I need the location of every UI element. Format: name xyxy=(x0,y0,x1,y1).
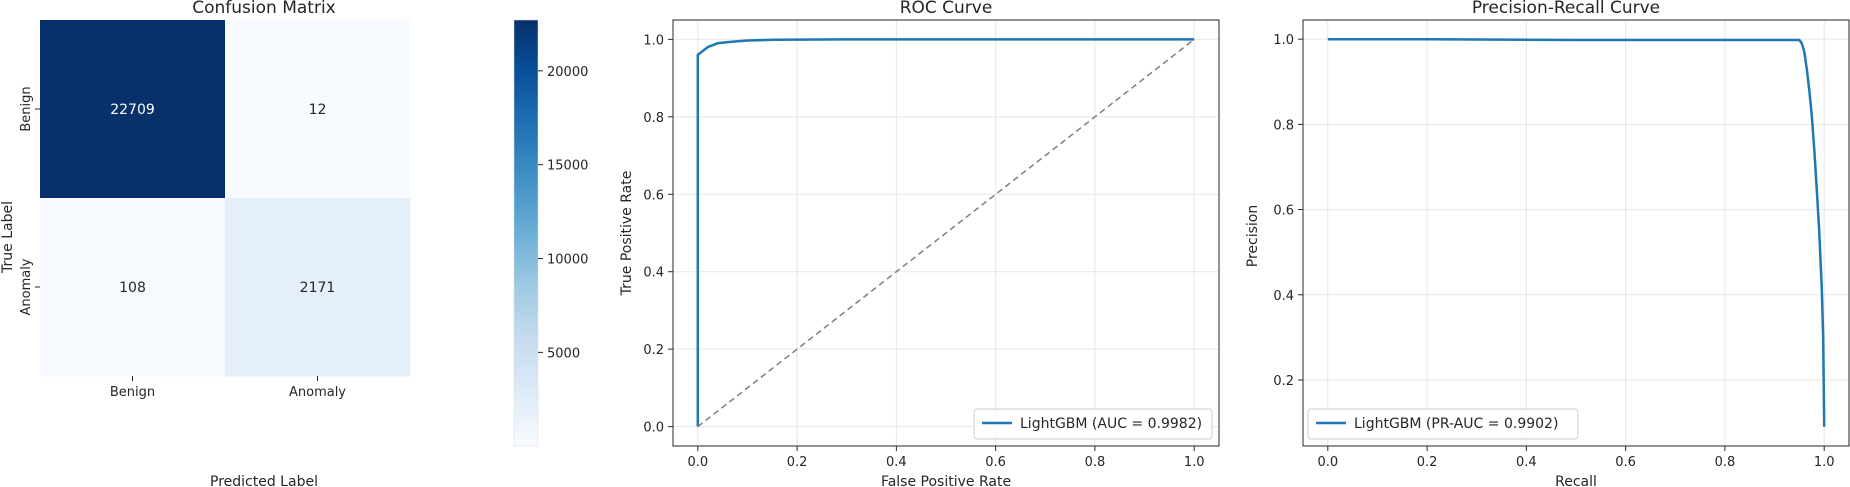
xtick-label: 1.0 xyxy=(1814,455,1835,470)
cm-cell xyxy=(40,198,226,377)
pr-series xyxy=(1327,37,1826,427)
ytick-label: 0.8 xyxy=(643,111,664,126)
cm-cell xyxy=(225,20,411,199)
pr-xticks: 0.0 0.2 0.4 0.6 0.8 1.0 xyxy=(1317,446,1835,470)
xtick-label: 0.2 xyxy=(1417,455,1438,470)
colorbar-tick-label: 5000 xyxy=(547,346,580,361)
colorbar-tick-label: 10000 xyxy=(547,253,588,268)
cm-xticks: Benign Anomaly xyxy=(110,376,346,400)
ytick-label: 0.6 xyxy=(1273,204,1294,219)
pr-grid xyxy=(1303,20,1849,446)
pr-legend-box xyxy=(1307,408,1579,440)
xtick-label: 0.6 xyxy=(1615,455,1636,470)
xtick-label: 0.8 xyxy=(1085,455,1106,470)
cm-cell xyxy=(225,198,411,377)
roc-xlabel: False Positive Rate xyxy=(881,474,1011,487)
ytick-label: 0.6 xyxy=(643,188,664,203)
cm-cell xyxy=(40,20,226,199)
cm-xtick-label: Benign xyxy=(110,385,155,400)
pr-panel: Precision-Recall Curve 0.0 0.2 0.4 0.6 0.8 1.… xyxy=(1245,0,1850,487)
roc-panel: ROC Curve 0.0 0.2 0.4 0.6 0.8 1.0 0.00.20.40.… xyxy=(619,0,1220,487)
cm-cell-value: 12 xyxy=(309,102,327,118)
xtick-label: 0.4 xyxy=(886,455,907,470)
xtick-label: 0.2 xyxy=(787,455,808,470)
roc-title: ROC Curve xyxy=(900,0,993,18)
roc-legend-label: LightGBM (AUC = 0.9982) xyxy=(1020,416,1202,432)
xtick-label: 0.8 xyxy=(1715,455,1736,470)
ytick-label: 1.0 xyxy=(1273,33,1294,48)
roc-ylabel: True Positive Rate xyxy=(619,171,635,297)
cm-cell-value: 108 xyxy=(119,280,146,296)
cm-xtick-label: Anomaly xyxy=(289,385,346,400)
cm-title: Confusion Matrix xyxy=(192,0,336,18)
colorbar-tick-label: 20000 xyxy=(547,65,588,80)
ytick-label: 0.2 xyxy=(643,343,664,358)
chance-line xyxy=(697,38,1195,428)
roc-legend: LightGBM (AUC = 0.9982) xyxy=(973,408,1213,440)
colorbar-tick-label: 15000 xyxy=(547,159,588,174)
roc-legend-box xyxy=(973,408,1213,440)
ytick-label: 0.2 xyxy=(1273,374,1294,389)
pr-title: Precision-Recall Curve xyxy=(1472,0,1660,18)
colorbar-ticks: 5000 10000 15000 20000 xyxy=(513,19,588,447)
pr-legend: LightGBM (PR-AUC = 0.9902) xyxy=(1307,408,1579,440)
roc-xticks: 0.0 0.2 0.4 0.6 0.8 1.0 xyxy=(687,446,1205,470)
cm-yticks: Benign Anomaly xyxy=(19,86,40,316)
ytick-label: 0.4 xyxy=(1273,289,1294,304)
cm-xlabel: Predicted Label xyxy=(210,474,318,487)
cm-cells: 22709 12 108 2171 xyxy=(40,20,411,377)
pr-ylabel: Precision xyxy=(1245,205,1261,267)
pr-legend-label: LightGBM (PR-AUC = 0.9902) xyxy=(1354,416,1558,432)
cm-ytick-label: Benign xyxy=(19,86,34,131)
xtick-label: 0.4 xyxy=(1516,455,1537,470)
xtick-label: 0.0 xyxy=(687,455,708,470)
colorbar xyxy=(514,20,538,446)
roc-series xyxy=(696,38,1195,428)
roc-yticks: 0.0 0.2 0.4 0.6 0.8 1.0 xyxy=(643,33,673,436)
ytick-label: 0.8 xyxy=(1273,118,1294,133)
xtick-label: 0.6 xyxy=(985,455,1006,470)
pr-xlabel: Recall xyxy=(1555,474,1597,487)
pr-yticks: 0.2 0.4 0.6 0.8 1.0 xyxy=(1273,33,1303,389)
cm-ytick-label: Anomaly xyxy=(19,258,34,315)
confusion-matrix-panel: Confusion Matrix 22709 12 108 2171 Benign An… xyxy=(0,0,588,487)
series-line xyxy=(1327,37,1826,427)
ytick-label: 0.0 xyxy=(643,421,664,436)
ytick-label: 1.0 xyxy=(643,33,664,48)
series-line xyxy=(696,38,1195,427)
ytick-label: 0.4 xyxy=(643,266,664,281)
pr-axes-frame xyxy=(1302,19,1850,447)
colorbar-outline xyxy=(513,19,539,447)
roc-axes-frame xyxy=(672,19,1220,447)
cm-ylabel: True Label xyxy=(0,201,16,274)
xtick-label: 0.0 xyxy=(1317,455,1338,470)
cm-cell-value: 22709 xyxy=(110,102,155,118)
xtick-label: 1.0 xyxy=(1184,455,1205,470)
cm-cell-value: 2171 xyxy=(300,280,336,296)
